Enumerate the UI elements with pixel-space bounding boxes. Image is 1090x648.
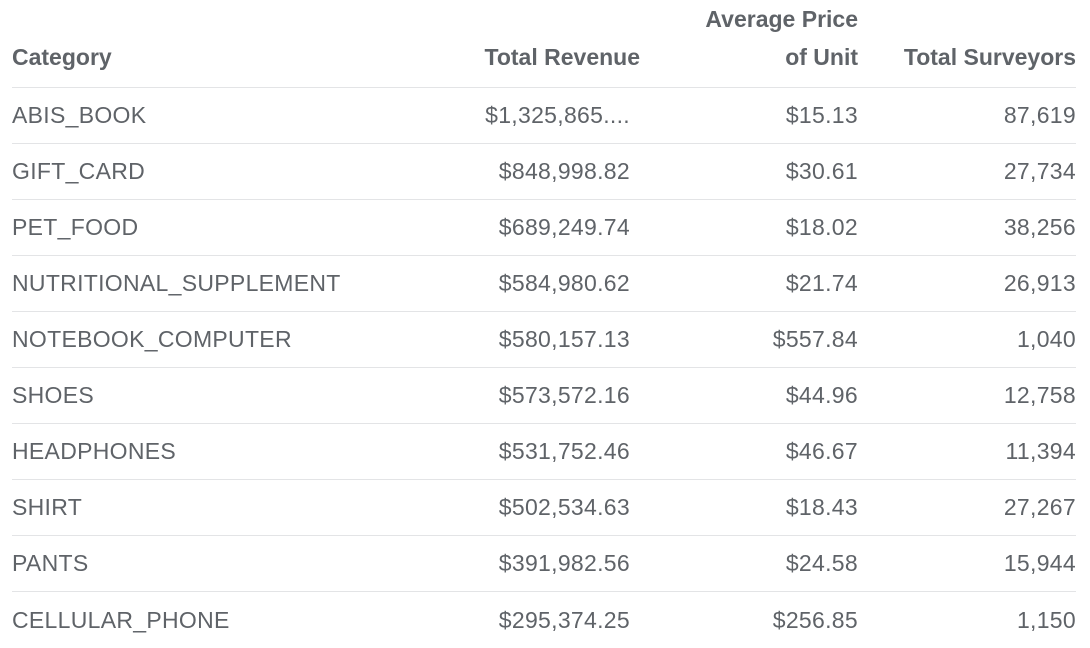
cell-category: ABIS_BOOK [12, 102, 147, 128]
cell-total-revenue: $848,998.82 [498, 158, 630, 184]
cell-average-price: $18.02 [785, 214, 858, 240]
header-total-revenue[interactable]: Total Revenue [432, 0, 641, 91]
cell-average-price: $30.61 [785, 158, 858, 184]
table-row: HEADPHONES $531,752.46 $46.67 11,394 [12, 424, 1076, 480]
cell-average-price: $21.74 [785, 270, 858, 296]
cell-total-revenue: $531,752.46 [498, 438, 630, 464]
table-row: PET_FOOD $689,249.74 $18.02 38,256 [12, 200, 1076, 256]
cell-average-price: $46.67 [785, 438, 858, 464]
header-total-revenue-label: Total Revenue [484, 44, 641, 70]
table-header: Category Total Revenue Average Price of … [12, 0, 1076, 88]
cell-total-surveyors: 12,758 [1003, 382, 1076, 408]
table-row: GIFT_CARD $848,998.82 $30.61 27,734 [12, 144, 1076, 200]
cell-total-revenue: $573,572.16 [498, 382, 630, 408]
cell-total-surveyors: 1,040 [1016, 326, 1076, 352]
cell-total-surveyors: 27,734 [1003, 158, 1076, 184]
header-average-price-label-line-1: Average Price [705, 6, 858, 32]
cell-category: GIFT_CARD [12, 158, 146, 184]
data-table: Category Total Revenue Average Price of … [12, 0, 1076, 648]
cell-average-price: $18.43 [785, 494, 858, 520]
cell-average-price: $256.85 [772, 606, 858, 633]
cell-total-revenue: $295,374.25 [498, 606, 630, 633]
cell-total-revenue: $391,982.56 [498, 550, 630, 576]
table-row: ABIS_BOOK $1,325,865.... $15.13 87,619 [12, 88, 1076, 144]
table-row: NOTEBOOK_COMPUTER $580,157.13 $557.84 1,040 [12, 312, 1076, 368]
cell-total-surveyors: 87,619 [1003, 102, 1076, 128]
cell-total-surveyors: 1,150 [1016, 606, 1076, 633]
header-category[interactable]: Category [12, 0, 432, 91]
cell-category: SHIRT [12, 494, 83, 520]
cell-total-surveyors: 27,267 [1003, 494, 1076, 520]
cell-category: SHOES [12, 382, 95, 408]
cell-category: NUTRITIONAL_SUPPLEMENT [12, 270, 341, 296]
table-body: ABIS_BOOK $1,325,865.... $15.13 87,619 GIFT_… [12, 88, 1076, 648]
cell-total-surveyors: 26,913 [1003, 270, 1076, 296]
header-average-price[interactable]: Average Price of Unit [640, 0, 858, 91]
cell-category: PANTS [12, 550, 89, 576]
cell-total-surveyors: 15,944 [1003, 550, 1076, 576]
cell-average-price: $557.84 [772, 326, 858, 352]
header-average-price-label-line-2: of Unit [785, 44, 858, 70]
cell-total-surveyors: 38,256 [1003, 214, 1076, 240]
table-row: SHOES $573,572.16 $44.96 12,758 [12, 368, 1076, 424]
table-row: CELLULAR_PHONE $295,374.25 $256.85 1,150 [12, 592, 1076, 648]
header-category-label: Category [12, 44, 112, 70]
table-row: NUTRITIONAL_SUPPLEMENT $584,980.62 $21.74 2… [12, 256, 1076, 312]
cell-total-revenue: $689,249.74 [498, 214, 630, 240]
cell-total-surveyors: 11,394 [1005, 438, 1076, 464]
cell-category: NOTEBOOK_COMPUTER [12, 326, 292, 352]
cell-total-revenue: $502,534.63 [498, 494, 630, 520]
cell-average-price: $24.58 [785, 550, 858, 576]
cell-category: CELLULAR_PHONE [12, 606, 230, 633]
cell-total-revenue: $580,157.13 [498, 326, 630, 352]
cell-category: HEADPHONES [12, 438, 177, 464]
header-total-surveyors[interactable]: Total Surveyors [858, 0, 1076, 91]
cell-total-revenue: $584,980.62 [498, 270, 630, 296]
cell-average-price: $15.13 [785, 102, 858, 128]
table-row: PANTS $391,982.56 $24.58 15,944 [12, 536, 1076, 592]
table-row: SHIRT $502,534.63 $18.43 27,267 [12, 480, 1076, 536]
cell-average-price: $44.96 [785, 382, 858, 408]
cell-total-revenue: $1,325,865.... [485, 102, 630, 128]
cell-category: PET_FOOD [12, 214, 139, 240]
header-total-surveyors-label: Total Surveyors [903, 44, 1076, 70]
